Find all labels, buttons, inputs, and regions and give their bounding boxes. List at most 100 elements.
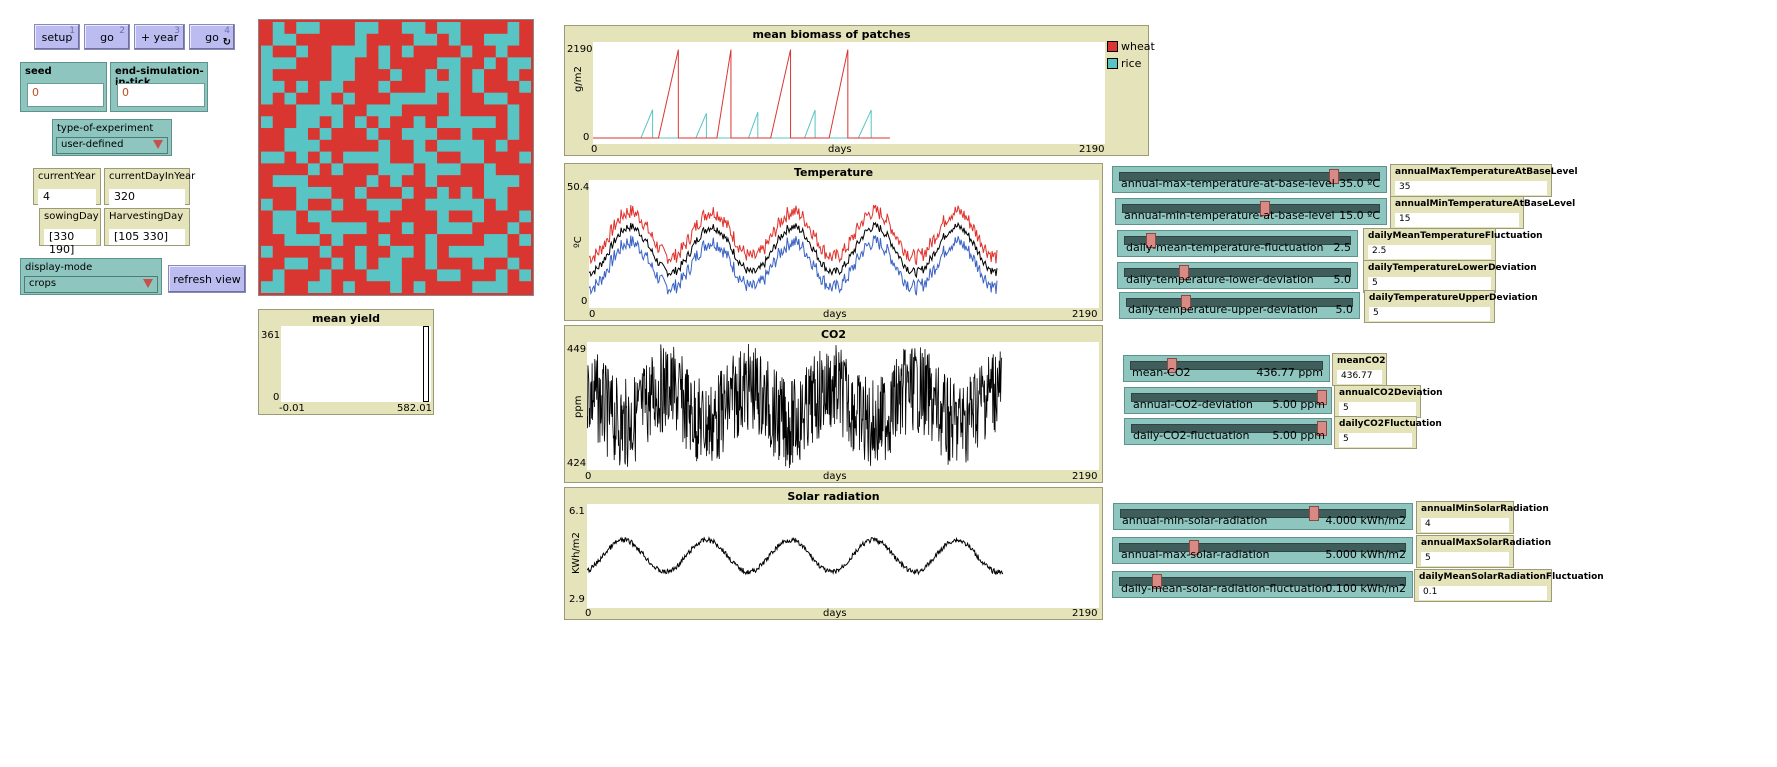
world-patch (366, 222, 379, 235)
world-patch (484, 163, 497, 176)
world-patch (472, 175, 485, 188)
input-box-field[interactable]: 35 (1395, 181, 1547, 195)
slider-track[interactable] (1126, 298, 1353, 307)
slider-handle[interactable] (1180, 295, 1191, 310)
input-box-label: dailyTemperatureUpperDeviation (1369, 293, 1538, 303)
world-patch (307, 92, 321, 106)
setup-button[interactable]: setup 1 (34, 24, 80, 50)
slider-mean-CO2[interactable]: mean-CO2 436.77 ppm (1123, 355, 1330, 382)
seed-input[interactable]: 0 (27, 83, 104, 107)
slider-handle[interactable] (1167, 358, 1177, 373)
slider-track[interactable] (1124, 236, 1351, 245)
slider-annual-max-solar-radiation[interactable]: annual-max-solar-radiation 5.000 kWh/m2 (1112, 537, 1413, 564)
input-box-field[interactable]: 4 (1421, 518, 1509, 532)
display-mode-chooser[interactable]: display-mode crops (20, 258, 162, 295)
world-patch (378, 257, 391, 271)
world-patch (519, 104, 531, 117)
world-patch (437, 104, 450, 117)
slider-track[interactable] (1122, 204, 1380, 213)
slider-track[interactable] (1119, 577, 1406, 586)
slider-track[interactable] (1119, 172, 1380, 181)
world-patch (296, 281, 309, 293)
world-patch (331, 163, 344, 176)
slider-daily-temperature-upper-deviation[interactable]: daily-temperature-upper-deviation 5.0 (1119, 292, 1360, 319)
input-box-field[interactable]: 436.77 (1337, 370, 1382, 384)
world-patch (507, 281, 520, 293)
input-box-field[interactable]: 15 (1395, 213, 1519, 227)
world-patch (296, 257, 309, 271)
input-box-field[interactable]: 5 (1369, 307, 1490, 321)
world-patch (448, 45, 462, 58)
world-patch (519, 116, 531, 129)
world-view[interactable] (258, 19, 534, 296)
world-patch (460, 69, 473, 82)
slider-handle[interactable] (1317, 390, 1327, 405)
world-patch (437, 198, 450, 212)
slider-track[interactable] (1119, 543, 1406, 552)
input-box-field[interactable]: 0.1 (1419, 586, 1547, 600)
slider-handle[interactable] (1145, 233, 1156, 248)
world-patch (519, 69, 531, 82)
temperature-plot: Temperature 50.4 0 ºC 0 days 2190 (564, 163, 1103, 321)
world-patch (460, 104, 473, 117)
world-patch (425, 245, 438, 259)
input-box-field[interactable]: 5 (1421, 552, 1509, 566)
world-patch (425, 104, 438, 117)
go-forever-button[interactable]: go 4 ↻ (189, 24, 235, 50)
slider-daily-mean-temperature-fluctuation[interactable]: daily-mean-temperature-fluctuation 2.5 (1117, 230, 1358, 257)
end-tick-input[interactable]: 0 (117, 83, 205, 107)
world-patch (390, 104, 403, 117)
sowing-day-value: [330 190] (44, 229, 96, 256)
refresh-view-button[interactable]: refresh view (168, 265, 246, 293)
slider-handle[interactable] (1152, 574, 1163, 589)
slider-daily-mean-solar-radiation-fluctuation[interactable]: daily-mean-solar-radiation-fluctuation 0.… (1112, 571, 1413, 598)
slider-handle[interactable] (1259, 201, 1270, 216)
world-patch (519, 186, 531, 200)
world-patch (448, 139, 462, 153)
world-patch (472, 222, 485, 235)
world-patch (437, 116, 450, 129)
slider-handle[interactable] (1317, 421, 1327, 436)
world-patch (484, 245, 497, 259)
experiment-chooser[interactable]: type-of-experiment user-defined (52, 119, 172, 156)
slider-handle[interactable] (1328, 169, 1339, 184)
slider-handle[interactable] (1178, 265, 1189, 280)
world-patch (272, 175, 286, 188)
world-patch (507, 57, 520, 70)
slider-handle[interactable] (1309, 506, 1320, 521)
slider-annual-CO2-deviation[interactable]: annual-CO2-deviation 5.00 ppm (1124, 387, 1332, 414)
slider-track[interactable] (1130, 361, 1323, 370)
world-patch (413, 151, 426, 164)
slider-value: 5.00 ppm (1272, 429, 1325, 442)
world-patch (354, 281, 368, 293)
slider-daily-CO2-fluctuation[interactable]: daily-CO2-fluctuation 5.00 ppm (1124, 418, 1332, 445)
slider-annual-max-temperature-at-base-level[interactable]: annual-max-temperature-at-base-level 35.0… (1112, 166, 1387, 193)
world-patch (425, 175, 438, 188)
world-patch (378, 186, 391, 200)
add-year-button[interactable]: + year 3 (134, 24, 185, 50)
slider-track[interactable] (1120, 509, 1406, 518)
world-patch (507, 151, 520, 164)
slider-handle[interactable] (1188, 540, 1199, 555)
slider-annual-min-temperature-at-base-level[interactable]: annual-min-temperature-at-base-level 15.0… (1115, 198, 1387, 225)
input-box-field[interactable]: 5 (1339, 402, 1416, 416)
legend: wheat rice (1107, 40, 1155, 70)
slider-track[interactable] (1124, 268, 1351, 277)
input-box-field[interactable]: 5 (1368, 277, 1491, 291)
input-box-field[interactable]: 2.5 (1368, 245, 1491, 259)
world-patch (495, 45, 509, 58)
world-patch (319, 245, 333, 259)
world-patch (378, 22, 391, 35)
co2-area (587, 342, 1099, 470)
world-patch (272, 198, 286, 212)
world-patch (507, 139, 520, 153)
world-patch (437, 128, 450, 141)
go-once-button[interactable]: go 2 (84, 24, 130, 50)
slider-annual-min-solar-radiation[interactable]: annual-min-solar-radiation 4.000 kWh/m2 (1113, 503, 1413, 530)
world-patch (331, 22, 344, 35)
input-box-label: annualMinTemperatureAtBaseLevel (1395, 199, 1576, 209)
world-patch (272, 222, 286, 235)
slider-daily-temperature-lower-deviation[interactable]: daily-temperature-lower-deviation 5.0 (1117, 262, 1358, 289)
input-box-field[interactable]: 5 (1339, 433, 1412, 447)
world-patch (261, 198, 274, 212)
